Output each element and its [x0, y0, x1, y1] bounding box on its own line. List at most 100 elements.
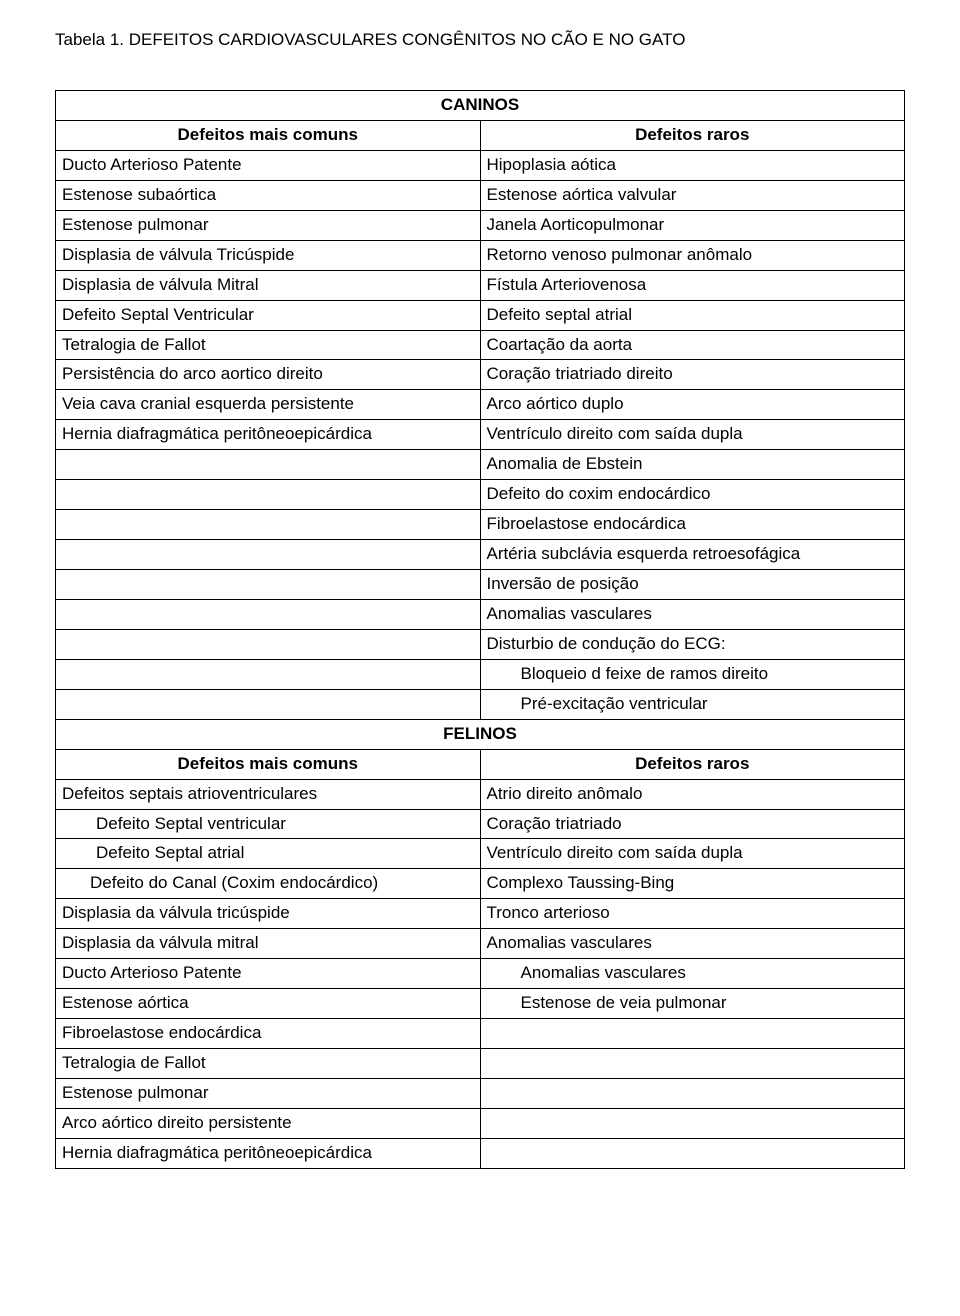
table-cell-left: Estenose pulmonar [56, 1078, 481, 1108]
table-cell-right [480, 1138, 905, 1168]
table-row: Bloqueio d feixe de ramos direito [56, 659, 905, 689]
table-cell-right: Janela Aorticopulmonar [480, 210, 905, 240]
table-row: Displasia de válvula TricúspideRetorno v… [56, 240, 905, 270]
table-cell-right: Disturbio de condução do ECG: [480, 629, 905, 659]
table-cell-right: Anomalia de Ebstein [480, 450, 905, 480]
table-row: FELINOS [56, 719, 905, 749]
table-cell-left: Estenose aórtica [56, 989, 481, 1019]
table-row: Anomalia de Ebstein [56, 450, 905, 480]
table-row: Persistência do arco aortico direitoCora… [56, 360, 905, 390]
table-cell-right: Retorno venoso pulmonar anômalo [480, 240, 905, 270]
table-cell-right: Fibroelastose endocárdica [480, 510, 905, 540]
table-row: Hernia diafragmática peritôneoepicárdica [56, 1138, 905, 1168]
table-row: Estenose pulmonar [56, 1078, 905, 1108]
table-cell-left: Defeito do Canal (Coxim endocárdico) [56, 869, 481, 899]
table-row: Tetralogia de FallotCoartação da aorta [56, 330, 905, 360]
table-row: Hernia diafragmática peritôneoepicárdica… [56, 420, 905, 450]
table-cell-right: Bloqueio d feixe de ramos direito [480, 659, 905, 689]
table-cell-right [480, 1019, 905, 1049]
page-title: Tabela 1. DEFEITOS CARDIOVASCULARES CONG… [55, 30, 905, 50]
table-cell-left: Defeito Septal atrial [56, 839, 481, 869]
table-cell-right: Atrio direito anômalo [480, 779, 905, 809]
table-row: Defeito do Canal (Coxim endocárdico)Comp… [56, 869, 905, 899]
table-cell-left: Veia cava cranial esquerda persistente [56, 390, 481, 420]
column-header-right: Defeitos raros [480, 120, 905, 150]
table-row: Defeito Septal ventricular Coração triatr… [56, 809, 905, 839]
table-cell-right: Estenose de veia pulmonar [480, 989, 905, 1019]
cell-text: Defeito Septal ventricular [62, 814, 286, 833]
table-row: Veia cava cranial esquerda persistenteAr… [56, 390, 905, 420]
table-row: Displasia de válvula MitralFístula Arter… [56, 270, 905, 300]
table-cell-left: Hernia diafragmática peritôneoepicárdica [56, 420, 481, 450]
table-row: Estenose subaórticaEstenose aórtica valv… [56, 180, 905, 210]
table-cell-left: Arco aórtico direito persistente [56, 1108, 481, 1138]
table-cell-left: Displasia da válvula mitral [56, 929, 481, 959]
cell-text: Bloqueio d feixe de ramos direito [487, 664, 769, 683]
table-row: Ducto Arterioso PatenteHipoplasia aótica [56, 150, 905, 180]
cell-text: Pré-excitação ventricular [487, 694, 708, 713]
table-row: Defeito Septal atrialVentrículo direito … [56, 839, 905, 869]
table-cell-left: Ducto Arterioso Patente [56, 959, 481, 989]
column-header-left: Defeitos mais comuns [56, 749, 481, 779]
table-cell-right: Ventrículo direito com saída dupla [480, 839, 905, 869]
table-cell-right: Artéria subclávia esquerda retroesofágic… [480, 540, 905, 570]
table-row: Ducto Arterioso Patente Anomalias vascula… [56, 959, 905, 989]
table-cell-right: Fístula Arteriovenosa [480, 270, 905, 300]
table-cell-right: Coração triatriado direito [480, 360, 905, 390]
table-cell-right: Defeito do coxim endocárdico [480, 480, 905, 510]
table-row: Defeito Septal VentricularDefeito septal… [56, 300, 905, 330]
table-cell-right: Hipoplasia aótica [480, 150, 905, 180]
table-cell-left [56, 689, 481, 719]
table-cell-right: Anomalias vasculares [480, 959, 905, 989]
table-cell-left: Estenose pulmonar [56, 210, 481, 240]
table-cell-right: Coração triatriado [480, 809, 905, 839]
table-cell-left [56, 629, 481, 659]
table-cell-right: Tronco arterioso [480, 899, 905, 929]
table-cell-left: Displasia de válvula Mitral [56, 270, 481, 300]
table-row: Defeitos mais comunsDefeitos raros [56, 120, 905, 150]
table-cell-right: Defeito septal atrial [480, 300, 905, 330]
table-cell-right [480, 1078, 905, 1108]
table-row: Anomalias vasculares [56, 599, 905, 629]
table-row: Inversão de posição [56, 570, 905, 600]
table-cell-left [56, 570, 481, 600]
table-row: Defeitos septais atrioventricularesAtrio… [56, 779, 905, 809]
cell-text: Anomalias vasculares [487, 963, 686, 982]
table-cell-right: Arco aórtico duplo [480, 390, 905, 420]
table-cell-left: Defeito Septal Ventricular [56, 300, 481, 330]
table-cell-right [480, 1108, 905, 1138]
table-row: CANINOS [56, 91, 905, 121]
table-row: Fibroelastose endocárdica [56, 510, 905, 540]
table-cell-left: Ducto Arterioso Patente [56, 150, 481, 180]
table-cell-left [56, 480, 481, 510]
defects-table: CANINOSDefeitos mais comunsDefeitos raro… [55, 90, 905, 1169]
table-cell-right: Ventrículo direito com saída dupla [480, 420, 905, 450]
table-row: Pré-excitação ventricular [56, 689, 905, 719]
column-header-left: Defeitos mais comuns [56, 120, 481, 150]
table-cell-right: Coartação da aorta [480, 330, 905, 360]
table-cell-right: Anomalias vasculares [480, 599, 905, 629]
table-row: Disturbio de condução do ECG: [56, 629, 905, 659]
table-row: Displasia da válvula mitralAnomalias vas… [56, 929, 905, 959]
table-cell-left: Defeito Septal ventricular [56, 809, 481, 839]
section-header-caninos: CANINOS [56, 91, 905, 121]
table-cell-left: Persistência do arco aortico direito [56, 360, 481, 390]
table-row: Defeito do coxim endocárdico [56, 480, 905, 510]
table-cell-right [480, 1049, 905, 1079]
table-cell-left: Hernia diafragmática peritôneoepicárdica [56, 1138, 481, 1168]
table-cell-left: Estenose subaórtica [56, 180, 481, 210]
column-header-right: Defeitos raros [480, 749, 905, 779]
table-row: Arco aórtico direito persistente [56, 1108, 905, 1138]
table-cell-left: Fibroelastose endocárdica [56, 1019, 481, 1049]
table-cell-left: Displasia de válvula Tricúspide [56, 240, 481, 270]
table-cell-left [56, 540, 481, 570]
table-row: Defeitos mais comunsDefeitos raros [56, 749, 905, 779]
cell-text: Estenose de veia pulmonar [487, 993, 727, 1012]
table-cell-left [56, 450, 481, 480]
table-row: Tetralogia de Fallot [56, 1049, 905, 1079]
table-cell-left: Tetralogia de Fallot [56, 1049, 481, 1079]
table-cell-right: Anomalias vasculares [480, 929, 905, 959]
table-row: Fibroelastose endocárdica [56, 1019, 905, 1049]
table-cell-left: Displasia da válvula tricúspide [56, 899, 481, 929]
table-cell-left [56, 510, 481, 540]
